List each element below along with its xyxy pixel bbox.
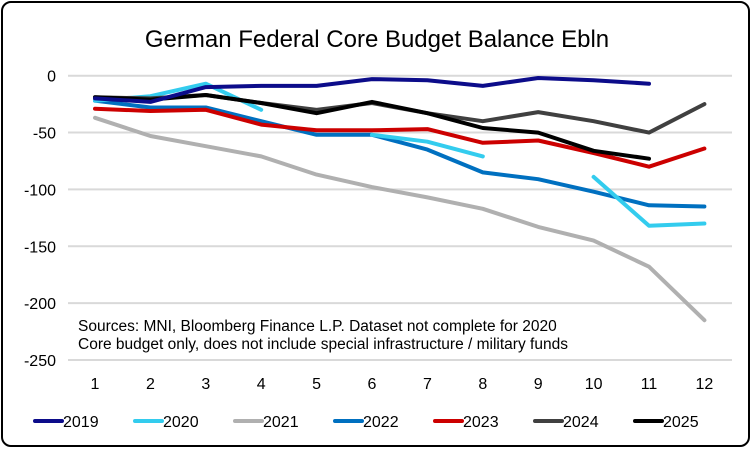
x-tick-label: 9	[534, 376, 543, 393]
y-tick-label: -150	[24, 239, 56, 256]
series-line-2025	[93, 93, 651, 161]
series-line-2021	[93, 115, 707, 323]
annotation-core-budget: Core budget only, does not include speci…	[78, 336, 568, 353]
y-tick-label: -250	[24, 353, 56, 370]
y-tick-label: 0	[47, 69, 56, 86]
legend-label-2022: 2022	[363, 414, 399, 431]
x-tick-label: 6	[368, 376, 377, 393]
x-tick-label: 1	[91, 376, 100, 393]
x-tick-label: 3	[201, 376, 210, 393]
series-line-2023	[93, 106, 707, 169]
series-line-2022	[93, 98, 707, 209]
x-tick-label: 11	[641, 376, 658, 393]
chart-frame	[1, 1, 750, 447]
x-tick-label: 7	[423, 376, 432, 393]
x-tick-label: 2	[146, 376, 155, 393]
legend-label-2021: 2021	[263, 414, 299, 431]
y-tick-label: -200	[24, 296, 56, 313]
y-tick-label: -100	[24, 182, 56, 199]
x-tick-label: 4	[257, 376, 266, 393]
annotation-sources: Sources: MNI, Bloomberg Finance L.P. Dat…	[78, 318, 557, 335]
y-tick-label: -50	[33, 126, 56, 143]
series-line-2024	[93, 93, 707, 135]
legend-label-2024: 2024	[563, 414, 599, 431]
x-tick-label: 12	[696, 376, 714, 393]
x-tick-label: 8	[478, 376, 487, 393]
legend-label-2020: 2020	[163, 414, 199, 431]
x-tick-label: 5	[312, 376, 321, 393]
legend-label-2025: 2025	[663, 414, 699, 431]
legend-label-2019: 2019	[63, 414, 99, 431]
legend-label-2023: 2023	[463, 414, 499, 431]
series-line-2019	[93, 76, 651, 104]
x-tick-label: 10	[585, 376, 603, 393]
chart-title: German Federal Core Budget Balance Ebln	[145, 26, 609, 53]
